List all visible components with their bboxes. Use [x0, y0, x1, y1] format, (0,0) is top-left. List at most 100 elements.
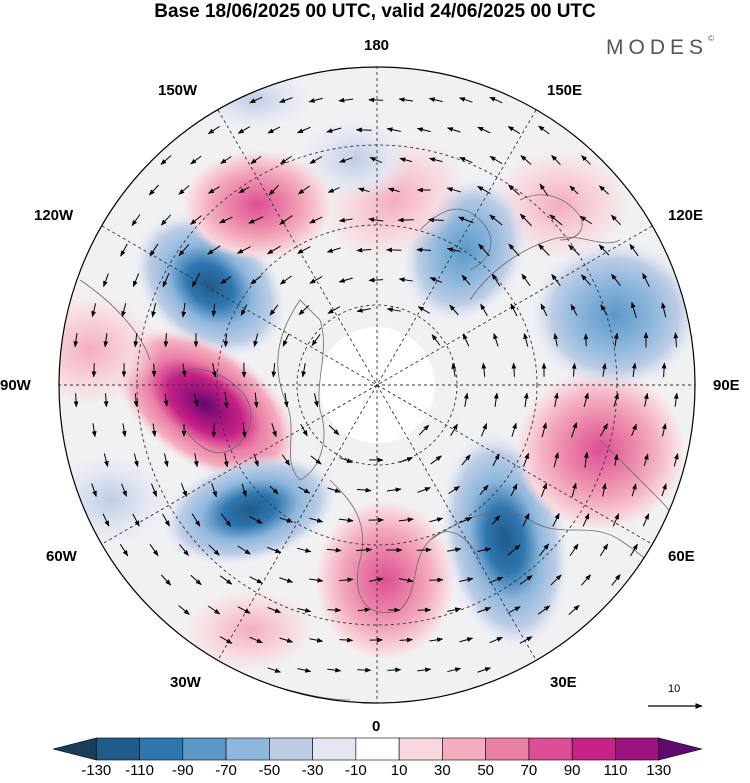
wind-vector-arrow — [541, 482, 547, 497]
wind-vector-arrow — [429, 277, 442, 283]
wind-vector-arrow — [461, 274, 471, 286]
wind-vector-arrow — [631, 423, 637, 437]
wind-vector-arrow — [480, 303, 488, 317]
wind-vector-arrow — [568, 604, 580, 616]
wind-vector-arrow — [308, 97, 323, 103]
wind-vector-arrow — [73, 333, 79, 348]
colorbar-swatch — [182, 737, 227, 761]
wind-vector-arrow — [279, 215, 293, 225]
wind-vector-arrow — [249, 576, 263, 584]
wind-vector-arrow — [279, 155, 292, 165]
wind-vector-arrow — [358, 187, 370, 193]
wind-vector-arrow — [613, 453, 619, 466]
wind-vector-arrow — [427, 217, 444, 223]
wind-vector-arrow — [673, 453, 679, 467]
wind-vector-arrow — [611, 273, 621, 287]
wind-vector-arrow — [520, 155, 532, 165]
wind-vector-arrow — [278, 97, 293, 103]
wind-vector-arrow — [279, 577, 294, 583]
wind-vector-arrow — [219, 636, 233, 644]
wind-vector-arrow — [356, 547, 373, 553]
wind-vector-arrow — [450, 423, 458, 437]
wind-vector-arrow — [211, 303, 217, 317]
wind-vector-arrow — [398, 517, 414, 523]
wind-vector-arrow — [298, 486, 311, 494]
wind-vector-arrow — [601, 362, 607, 377]
wind-vector-arrow — [219, 216, 233, 224]
wind-vector-arrow — [493, 392, 499, 407]
wind-vector-arrow — [267, 126, 281, 134]
wind-vector-arrow — [429, 577, 444, 583]
wind-vector-arrow — [630, 543, 638, 557]
wind-vector-arrow — [387, 187, 400, 193]
wind-vector-arrow — [211, 362, 217, 378]
wind-vector-arrow — [399, 157, 413, 163]
wind-vector-arrow — [271, 362, 277, 378]
anomaly-positive-northeast-pacific — [183, 150, 333, 260]
brand-logo: MODES© — [606, 34, 714, 60]
colorbar-swatch — [485, 737, 530, 761]
wind-vector-arrow — [386, 487, 402, 493]
wind-vector-arrow — [570, 304, 578, 316]
wind-vector-arrow — [268, 184, 280, 196]
wind-vector-arrow — [581, 155, 591, 165]
map-boundary — [58, 66, 696, 704]
colorbar-swatch — [52, 737, 97, 761]
wind-vector-arrow — [369, 156, 383, 164]
colorbar-tick-label: 90 — [563, 762, 581, 779]
wind-vector-arrow — [193, 393, 199, 407]
wind-vector-arrow — [458, 97, 473, 103]
wind-vector-arrow — [369, 577, 384, 583]
wind-vector-arrow — [236, 246, 251, 254]
wind-vector-arrow — [489, 636, 503, 644]
wind-vector-arrow — [491, 273, 501, 287]
wind-vector-arrow — [630, 301, 637, 318]
wind-vector-arrow — [673, 332, 679, 348]
wind-vector-arrow — [102, 513, 110, 527]
wind-vector-arrow — [149, 243, 159, 257]
wind-vector-arrow — [181, 363, 187, 378]
wind-vector-arrow — [537, 605, 551, 615]
wind-vector-arrow — [460, 517, 473, 523]
wind-vector-arrow — [267, 546, 282, 554]
colorbar-swatch — [312, 737, 357, 761]
wind-vector-arrow — [151, 302, 157, 318]
wind-vector-arrow — [338, 97, 354, 103]
chart-title: Base 18/06/2025 00 UTC, valid 24/06/2025… — [154, 1, 596, 22]
wind-vector-arrow — [149, 544, 159, 557]
wind-vector-arrow — [600, 423, 608, 437]
wind-vector-arrow — [642, 272, 650, 287]
wind-vector-arrow — [399, 637, 414, 643]
wind-vector-arrow — [279, 275, 292, 285]
wind-vector-arrow — [297, 246, 311, 254]
wind-vector-arrow — [629, 243, 639, 257]
wind-vector-arrow — [581, 574, 591, 586]
colorbar-tick-label: 110 — [603, 762, 628, 779]
wind-vector-arrow — [458, 216, 474, 224]
wind-vector-arrow — [631, 483, 637, 497]
wind-vector-arrow — [191, 272, 201, 288]
wind-vector-arrow — [579, 215, 592, 225]
wind-vector-arrow — [523, 452, 529, 467]
lon-label-150w: 150W — [158, 82, 198, 99]
wind-vector-arrow — [368, 277, 384, 283]
wind-vector-arrow — [253, 333, 259, 348]
anomaly-positive-scandinavia — [315, 500, 455, 660]
wind-vector-arrow — [211, 482, 217, 498]
wind-vector-arrow — [612, 513, 620, 527]
lon-label-90w: 90W — [0, 377, 31, 394]
lon-label-30e: 30E — [550, 674, 577, 691]
wind-vector-arrow — [611, 574, 621, 586]
wind-vector-arrow — [313, 393, 319, 408]
anomaly-positive-east-atlantic — [185, 590, 315, 670]
wind-vector-arrow — [416, 127, 431, 133]
wind-vector-arrow — [571, 421, 578, 438]
wind-vector-arrow — [339, 577, 354, 583]
wind-vector-arrow — [190, 155, 202, 165]
wind-vector-arrow — [356, 487, 372, 493]
wind-vector-arrow — [267, 245, 281, 255]
colorbar-tick-label: 130 — [646, 762, 672, 779]
wind-vector-arrow — [429, 637, 444, 643]
wind-vector-arrow — [211, 422, 217, 438]
anomaly-negative-east-asia — [530, 240, 695, 390]
